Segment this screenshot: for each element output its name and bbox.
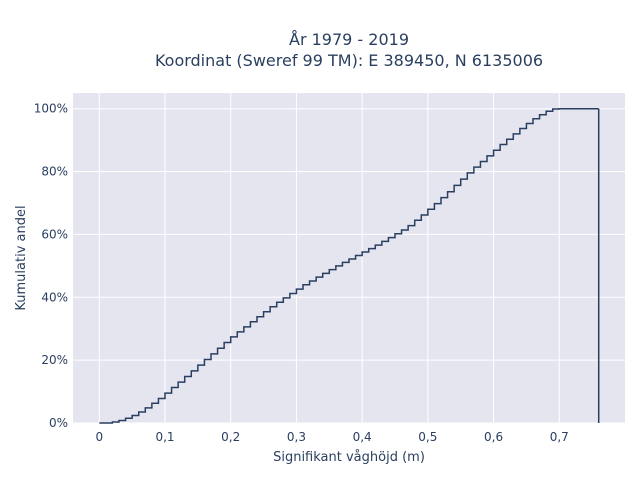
y-tick-label: 40% [41,290,68,304]
y-tick-label: 20% [41,353,68,367]
x-axis-title: Signifikant våghöjd (m) [273,450,425,465]
x-tick-label: 0,5 [418,430,437,444]
x-tick-label: 0 [95,430,103,444]
chart-title-line2: Koordinat (Sweref 99 TM): E 389450, N 61… [155,51,543,70]
y-tick-label: 80% [41,165,68,179]
cdf-step-line [99,107,599,424]
x-tick-labels: 0 0,1 0,2 0,3 0,4 0,5 0,6 0,7 [95,430,568,444]
y-tick-label: 100% [34,102,68,116]
x-tick-label: 0,4 [353,430,372,444]
x-tick-label: 0,2 [221,430,240,444]
y-tick-labels: 0% 20% 40% 60% 80% 100% [34,102,68,430]
y-axis-title: Kumulativ andel [14,205,29,310]
plot-area [73,93,625,423]
x-gridlines [98,93,560,423]
x-tick-label: 0,3 [287,430,306,444]
y-gridlines [73,108,625,424]
y-tick-label: 60% [41,227,68,241]
y-tick-label: 0% [49,416,68,430]
x-tick-label: 0,1 [155,430,174,444]
chart-title-line1: År 1979 - 2019 [289,30,409,49]
x-tick-label: 0,7 [550,430,569,444]
x-tick-label: 0,6 [484,430,503,444]
